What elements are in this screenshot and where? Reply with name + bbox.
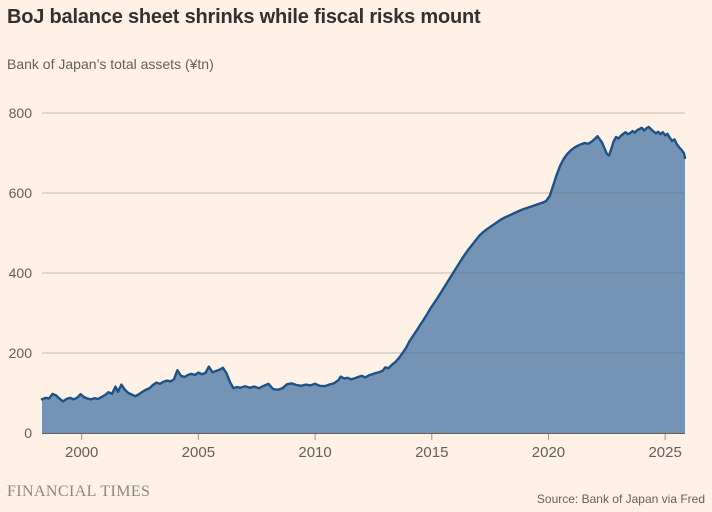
ft-logo-text: FINANCIAL TIMES [7, 483, 151, 500]
x-tick-label-2020: 2020 [532, 444, 565, 461]
x-tick-label-2000: 2000 [65, 444, 98, 461]
y-tick-label-200: 200 [9, 345, 33, 361]
area-fill [42, 127, 685, 433]
y-tick-label-600: 600 [9, 185, 33, 201]
assets-line [40, 125, 687, 403]
source-credit: Source: Bank of Japan via Fred [536, 492, 705, 506]
chart-subtitle: Bank of Japan’s total assets (¥tn) [7, 56, 214, 72]
x-tick-label-2025: 2025 [648, 444, 681, 461]
y-tick-label-400: 400 [9, 265, 33, 281]
y-tick-label-0: 0 [24, 425, 32, 441]
x-tick-label-2005: 2005 [182, 444, 215, 461]
x-tick-label-2010: 2010 [298, 444, 331, 461]
y-tick-label-800: 800 [9, 105, 33, 121]
chart-title: BoJ balance sheet shrinks while fiscal r… [7, 6, 481, 28]
x-tick-label-2015: 2015 [415, 444, 448, 461]
